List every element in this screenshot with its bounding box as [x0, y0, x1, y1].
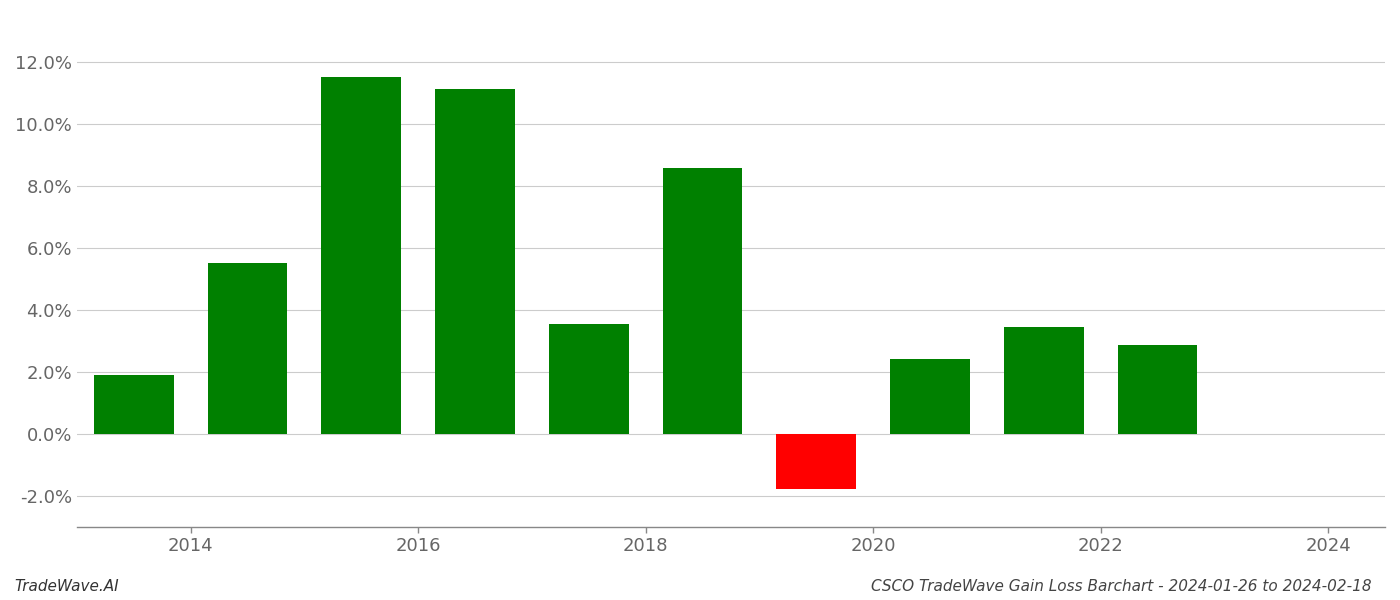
Bar	[94, 374, 174, 434]
Bar	[322, 77, 400, 434]
Bar	[662, 169, 742, 434]
Bar	[435, 89, 515, 434]
Bar	[549, 323, 629, 434]
Bar	[777, 434, 855, 490]
Text: TradeWave.AI: TradeWave.AI	[14, 579, 119, 594]
Text: CSCO TradeWave Gain Loss Barchart - 2024-01-26 to 2024-02-18: CSCO TradeWave Gain Loss Barchart - 2024…	[871, 579, 1372, 594]
Bar	[890, 359, 970, 434]
Bar	[1117, 345, 1197, 434]
Bar	[1004, 326, 1084, 434]
Bar	[207, 263, 287, 434]
